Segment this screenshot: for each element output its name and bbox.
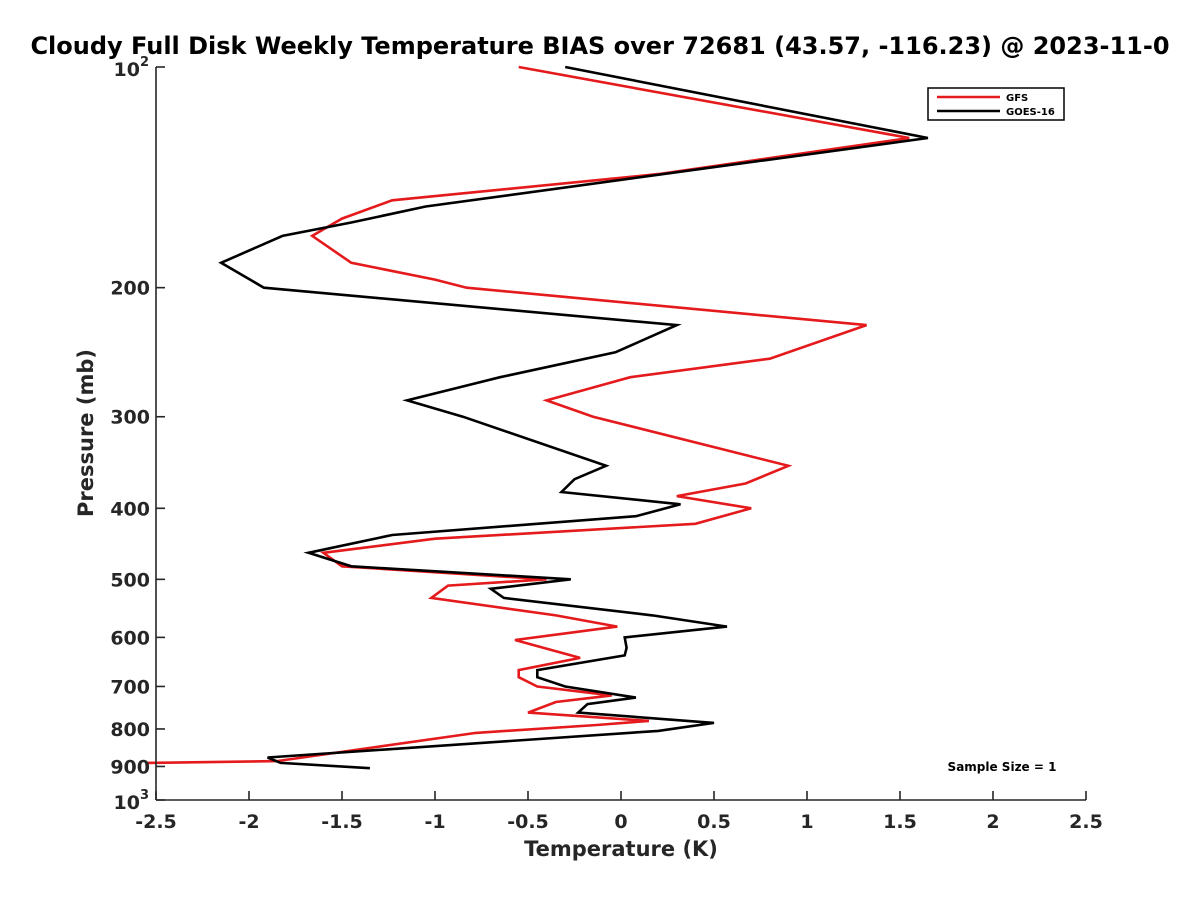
- x-axis-label: Temperature (K): [524, 837, 718, 861]
- legend-box: [927, 87, 1065, 121]
- y-tick-label-base: 10: [114, 59, 140, 81]
- series-line-goes-16: [218, 65, 929, 770]
- x-tick-label: -0.5: [507, 811, 549, 833]
- x-tick-label: 2: [986, 811, 999, 833]
- y-tick-label-power: 10 2: [114, 55, 150, 81]
- x-tick-label: 2.5: [1069, 811, 1103, 833]
- series-line-gfs: [146, 65, 910, 765]
- x-tick-label: 1: [800, 811, 813, 833]
- legend: GFS GOES-16: [927, 87, 1065, 121]
- y-tick-label: 200: [110, 278, 150, 300]
- x-tick-label: 0: [614, 811, 627, 833]
- x-tick-label: -1.5: [321, 811, 363, 833]
- y-tick-label-exponent: 2: [140, 55, 149, 70]
- y-axis-label: Pressure (mb): [74, 349, 98, 517]
- series-layer: [146, 65, 929, 770]
- y-tick-label: 900: [110, 756, 150, 778]
- x-ticks: -2.5 -2 -1.5 -1 -0.5 0 0.5 1 1.5 2 2.5: [135, 791, 1103, 833]
- y-tick-label: 400: [110, 498, 150, 520]
- y-tick-label-exponent: 3: [140, 788, 149, 803]
- y-tick-label: 300: [110, 407, 150, 429]
- x-tick-label: -2.5: [135, 811, 177, 833]
- x-tick-label: 1.5: [883, 811, 917, 833]
- sample-size-annotation: Sample Size = 1: [948, 760, 1057, 774]
- y-tick-label: 600: [110, 627, 150, 649]
- y-tick-label-power: 10 3: [114, 788, 150, 814]
- legend-entries: GFS GOES-16: [937, 93, 1055, 118]
- plot-area: -2.5 -2 -1.5 -1 -0.5 0 0.5 1 1.5 2 2.5 10 220030040…: [110, 55, 1103, 833]
- y-tick-label-base: 10: [114, 792, 140, 814]
- x-tick-label: 0.5: [697, 811, 731, 833]
- legend-label: GOES-16: [1006, 107, 1055, 118]
- y-tick-label: 800: [110, 719, 150, 741]
- y-tick-label: 500: [110, 569, 150, 591]
- y-tick-label: 700: [110, 676, 150, 698]
- x-tick-label: -2: [238, 811, 259, 833]
- legend-label: GFS: [1006, 93, 1028, 104]
- chart-title: Cloudy Full Disk Weekly Temperature BIAS…: [30, 32, 1169, 60]
- x-tick-label: -1: [424, 811, 445, 833]
